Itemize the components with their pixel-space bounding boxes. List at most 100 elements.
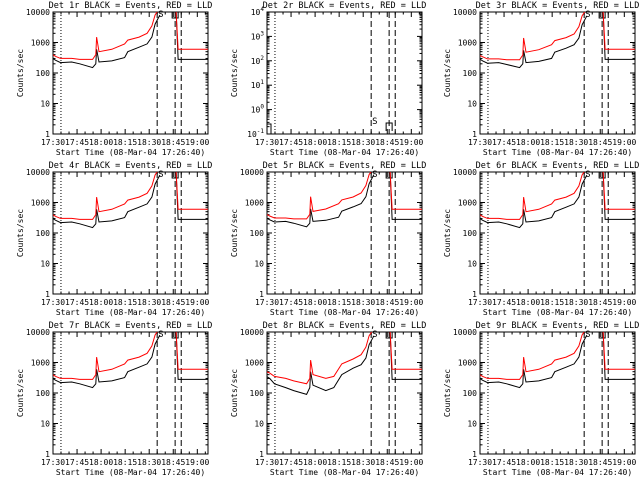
x-tick-label: 17:45 — [492, 138, 516, 147]
lld-curve-after-saa — [602, 12, 635, 50]
x-tick-label: 18:15 — [327, 298, 351, 307]
y-tick-label: 10000 — [453, 168, 477, 177]
events-curve — [480, 334, 588, 389]
x-tick-label: 18:30 — [351, 298, 375, 307]
y-tick-label: 104 — [251, 6, 265, 17]
x-axis-label: Start Time (08-Mar-04 17:26:40) — [270, 148, 419, 157]
plot-frame — [266, 331, 423, 455]
plot-frame — [52, 11, 209, 135]
panel-title: Det 6r BLACK = Events, RED = LLD — [476, 161, 640, 171]
y-tick-label: 1000 — [245, 359, 264, 368]
x-axis-label: Start Time (08-Mar-04 17:26:40) — [270, 468, 419, 477]
x-tick-label: 17:45 — [65, 458, 89, 467]
y-tick-label: 1000 — [31, 359, 50, 368]
saa-start-marker: S — [585, 330, 590, 340]
y-tick-label: 10000 — [453, 328, 477, 337]
y-tick-label: 1 — [472, 450, 477, 459]
x-tick-label: 18:45 — [588, 458, 612, 467]
x-tick-label: 18:30 — [351, 138, 375, 147]
saa-end-marker — [598, 171, 606, 179]
lld-curve-after-saa — [389, 172, 422, 210]
lld-curve — [480, 332, 585, 380]
y-tick-label: 101 — [251, 79, 265, 90]
lld-curve — [480, 12, 586, 61]
x-tick-label: 19:00 — [185, 298, 209, 307]
x-tick-label: 18:30 — [137, 298, 161, 307]
x-tick-label: 18:00 — [303, 458, 327, 467]
y-axis-label: Counts/sec — [230, 369, 239, 417]
plot-frame — [479, 331, 636, 455]
x-tick-label: 18:45 — [161, 298, 185, 307]
x-tick-label: 18:15 — [540, 298, 564, 307]
panel-7: Det 7r BLACK = Events, RED = LLD 1 10 100 10… — [16, 321, 212, 477]
y-tick-label: 103 — [251, 30, 265, 41]
panel-title: Det 9r BLACK = Events, RED = LLD — [476, 321, 640, 331]
y-tick-label: 1000 — [245, 199, 264, 208]
x-tick-label: 18:30 — [564, 138, 588, 147]
saa-end-marker — [171, 171, 179, 179]
y-axis-label: Counts/sec — [230, 209, 239, 257]
y-tick-label: 10000 — [453, 8, 477, 17]
lld-curve — [267, 172, 372, 220]
y-axis-label: Counts/sec — [16, 49, 25, 97]
saa-end-marker — [171, 11, 179, 19]
x-tick-label: 18:30 — [137, 458, 161, 467]
panel-4: Det 4r BLACK = Events, RED = LLD 1 10 100 10… — [16, 161, 212, 317]
y-tick-label: 10000 — [26, 8, 50, 17]
x-tick-label: 17:30 — [468, 458, 492, 467]
y-tick-label: 1000 — [458, 359, 477, 368]
y-tick-label: 100 — [250, 229, 265, 238]
y-tick-label: 10 — [467, 100, 477, 109]
panel-6: Det 6r BLACK = Events, RED = LLD 1 10 100 10… — [443, 161, 639, 317]
x-tick-label: 18:00 — [516, 138, 540, 147]
lld-curve-after-saa — [175, 12, 208, 50]
y-tick-label: 100 — [463, 229, 478, 238]
saa-end-marker — [171, 331, 179, 339]
y-tick-label: 1 — [45, 130, 50, 139]
saa-start-marker: S — [372, 117, 377, 127]
panel-8: Det 8r BLACK = Events, RED = LLD 1 10 100 10… — [230, 321, 426, 477]
y-tick-label: 100 — [36, 389, 51, 398]
events-curve — [267, 335, 375, 396]
y-tick-label: 10000 — [240, 328, 264, 337]
x-tick-label: 18:00 — [89, 138, 113, 147]
events-curve — [267, 174, 375, 228]
y-tick-label: 1000 — [31, 199, 50, 208]
x-tick-label: 18:00 — [89, 298, 113, 307]
x-tick-label: 18:45 — [161, 458, 185, 467]
plot-frame — [479, 11, 636, 135]
y-tick-label: 10 — [40, 100, 50, 109]
x-tick-label: 19:00 — [612, 138, 636, 147]
x-tick-label: 18:00 — [303, 298, 327, 307]
x-tick-label: 17:30 — [255, 298, 279, 307]
x-tick-label: 18:15 — [327, 138, 351, 147]
x-tick-label: 17:30 — [468, 298, 492, 307]
saa-end-marker — [385, 171, 393, 179]
x-tick-label: 19:00 — [185, 138, 209, 147]
x-tick-label: 19:00 — [399, 458, 423, 467]
x-tick-label: 18:00 — [516, 458, 540, 467]
y-tick-label: 100 — [251, 104, 265, 115]
x-tick-label: 18:15 — [113, 458, 137, 467]
x-tick-label: 18:30 — [564, 458, 588, 467]
y-tick-label: 10 — [40, 420, 50, 429]
x-tick-label: 17:45 — [279, 458, 303, 467]
plot-frame — [52, 331, 209, 455]
panel-5: Det 5r BLACK = Events, RED = LLD 1 10 100 10… — [230, 161, 426, 317]
panel-title: Det 3r BLACK = Events, RED = LLD — [476, 1, 640, 11]
y-axis-label: Counts/sec — [16, 369, 25, 417]
panel-3: Det 3r BLACK = Events, RED = LLD 1 10 100 10… — [443, 1, 639, 157]
x-tick-label: 17:30 — [468, 138, 492, 147]
saa-start-marker: S — [372, 170, 377, 180]
x-axis-label: Start Time (08-Mar-04 17:26:40) — [56, 468, 205, 477]
saa-start-marker: S — [158, 170, 163, 180]
y-tick-label: 10000 — [26, 328, 50, 337]
saa-end-marker — [385, 122, 393, 131]
panel-title: Det 2r BLACK = Events, RED = LLD — [263, 1, 427, 11]
panel-1: Det 1r BLACK = Events, RED = LLD 1 10 100 10… — [16, 1, 212, 157]
lld-curve — [53, 12, 158, 60]
events-curve — [53, 14, 161, 69]
y-tick-label: 102 — [251, 55, 265, 66]
x-tick-label: 19:00 — [185, 458, 209, 467]
